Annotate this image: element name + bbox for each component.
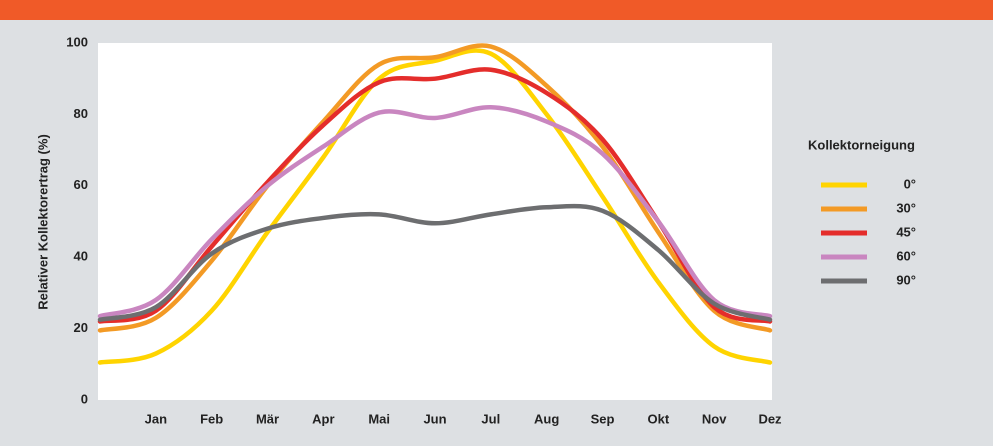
x-tick-label: Okt — [647, 411, 669, 426]
header-bar — [0, 0, 993, 20]
series-line — [97, 43, 773, 333]
series-line — [97, 105, 773, 319]
x-tick-label: Dez — [758, 411, 782, 426]
legend-label: 90° — [896, 272, 916, 287]
x-tick-label: Jun — [423, 411, 446, 426]
legend-label: 60° — [896, 248, 916, 263]
x-tick-label: Apr — [312, 411, 334, 426]
x-tick-label: Jul — [481, 411, 500, 426]
series-line — [97, 203, 773, 322]
y-axis-label: Relativer Kollektorertrag (%) — [35, 134, 50, 310]
y-tick-label: 40 — [74, 249, 88, 264]
x-tick-label: Aug — [534, 411, 559, 426]
y-tick-label: 0 — [81, 391, 88, 406]
x-tick-label: Mai — [368, 411, 390, 426]
y-tick-label: 100 — [66, 34, 88, 49]
x-tick-label: Jan — [145, 411, 167, 426]
x-tick-label: Feb — [200, 411, 223, 426]
series-line — [97, 48, 773, 365]
y-tick-label: 20 — [74, 320, 88, 335]
legend-label: 0° — [904, 176, 916, 191]
x-tick-label: Nov — [702, 411, 727, 426]
legend-label: 45° — [896, 224, 916, 239]
x-tick-label: Mär — [256, 411, 279, 426]
x-tick-label: Sep — [591, 411, 615, 426]
y-tick-label: 60 — [74, 177, 88, 192]
legend-title: Kollektorneigung — [808, 137, 915, 152]
legend-label: 30° — [896, 200, 916, 215]
y-tick-label: 80 — [74, 106, 88, 121]
